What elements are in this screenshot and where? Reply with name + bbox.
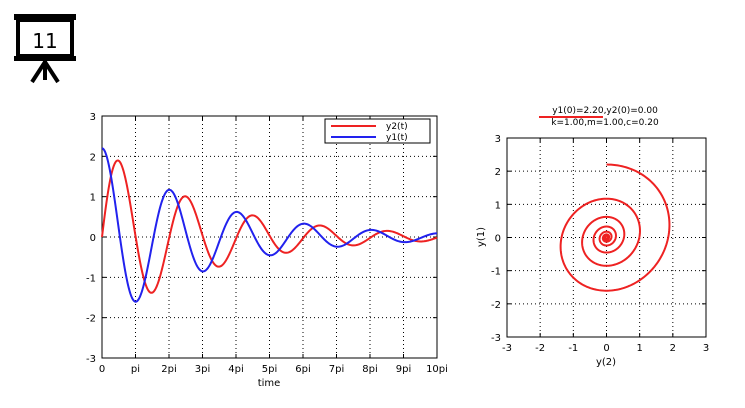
phase-xtick-label: -3 (502, 343, 512, 354)
phase-ytick-label: 2 (495, 167, 501, 178)
phase-spiral-line (559, 163, 671, 292)
time-xtick-label: 2pi (161, 364, 177, 375)
time-xtick-label: 5pi (262, 364, 278, 375)
time-ytick-label: -1 (86, 273, 96, 284)
presentation-board-icon (14, 14, 76, 84)
time-xtick-label: 4pi (228, 364, 244, 375)
phase-xtick-label: 1 (636, 343, 642, 354)
phase-ytick-label: -3 (491, 333, 501, 344)
phase-ytick-label: -2 (491, 300, 501, 311)
phase-xtick-label: -1 (568, 343, 578, 354)
phase-xtick-label: 0 (603, 343, 609, 354)
time-xtick-label: 3pi (195, 364, 211, 375)
time-ytick-label: -2 (86, 314, 96, 325)
series-line-y1 (101, 147, 438, 303)
time-xtick-label: 0 (99, 364, 105, 375)
phase-xtick-label: 3 (703, 343, 709, 354)
phase-xtick-label: 2 (670, 343, 676, 354)
phase-title-line1: y1(0)=2.20,y2(0)=0.00 (552, 106, 658, 116)
time-ytick-label: 1 (90, 193, 96, 204)
time-xtick-label: 6pi (295, 364, 311, 375)
time-xtick-label: 7pi (329, 364, 345, 375)
time-chart-legend: y2(t) y1(t) (324, 118, 431, 144)
phase-ytick-label: 3 (495, 134, 501, 145)
slide-number: 11 (32, 29, 58, 53)
time-chart-xlabel: time (258, 378, 281, 389)
time-xtick-label: 10pi (426, 364, 448, 375)
time-ytick-label: 2 (90, 152, 96, 163)
phase-ytick-label: 0 (495, 234, 501, 245)
phase-chart-xlabel: y(2) (596, 357, 616, 368)
time-ytick-label: 0 (90, 233, 96, 244)
time-ytick-label: 3 (90, 112, 96, 123)
time-ytick-label: -3 (86, 354, 96, 365)
phase-ytick-label: 1 (495, 200, 501, 211)
time-xtick-label: 8pi (362, 364, 378, 375)
phase-xtick-label: -2 (535, 343, 545, 354)
time-xtick-label: pi (131, 364, 140, 375)
time-xtick-label: 9pi (396, 364, 412, 375)
phase-ytick-label: -1 (491, 267, 501, 278)
phase-chart-ylabel: y(1) (476, 227, 487, 247)
phase-title-line2: k=1.00,m=1.00,c=0.20 (551, 118, 659, 128)
legend-label-y1: y1(t) (386, 133, 408, 143)
legend-label-y2: y2(t) (386, 122, 408, 132)
